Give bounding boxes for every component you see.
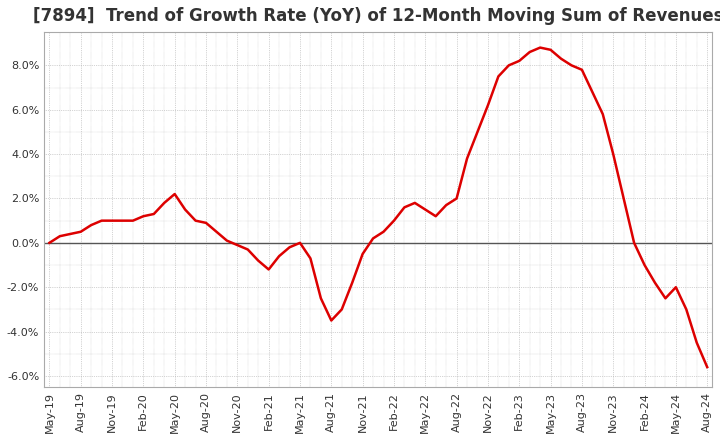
Title: [7894]  Trend of Growth Rate (YoY) of 12-Month Moving Sum of Revenues: [7894] Trend of Growth Rate (YoY) of 12-… xyxy=(33,7,720,25)
